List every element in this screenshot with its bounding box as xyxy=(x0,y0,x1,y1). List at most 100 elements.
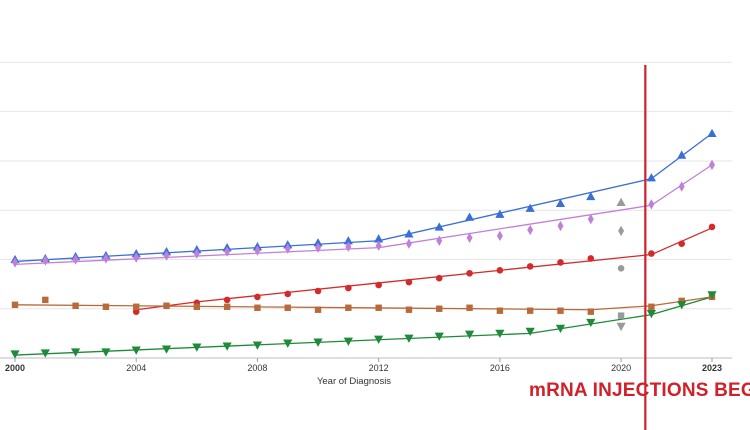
point-violet-diamond-2012 xyxy=(375,240,382,251)
fit-lines xyxy=(14,132,713,356)
outlier-orange-square-2020 xyxy=(617,312,625,319)
point-violet-diamond-2003 xyxy=(102,253,109,264)
outlier-violet-diamond-2020 xyxy=(618,225,625,237)
x-tick-label-2023: 2023 xyxy=(702,363,722,373)
point-violet-diamond-2015 xyxy=(466,232,473,243)
point-blue-triangle-2016 xyxy=(495,209,505,218)
point-orange-square-2004 xyxy=(133,303,140,310)
point-orange-square-2018 xyxy=(557,307,564,314)
point-violet-diamond-2009 xyxy=(284,243,291,254)
point-green-triangle-down-2021 xyxy=(646,309,656,319)
point-violet-diamond-2010 xyxy=(315,242,322,253)
point-violet-diamond-2008 xyxy=(254,245,261,256)
point-red-circle-2014 xyxy=(435,274,443,282)
point-orange-square-2005 xyxy=(163,302,170,309)
point-violet-diamond-2011 xyxy=(345,241,352,252)
point-green-triangle-down-2007 xyxy=(222,342,232,351)
point-violet-diamond-2004 xyxy=(133,252,140,263)
mrna-annotation: mRNA INJECTIONS BEGIN xyxy=(529,380,750,401)
point-green-triangle-down-2006 xyxy=(192,343,202,352)
point-orange-square-2001 xyxy=(42,296,49,304)
point-red-circle-2018 xyxy=(557,259,564,266)
point-violet-diamond-2001 xyxy=(42,255,49,266)
point-green-triangle-down-2008 xyxy=(252,341,263,350)
point-red-circle-2012 xyxy=(375,281,382,289)
point-green-triangle-down-2019 xyxy=(586,318,596,328)
point-red-circle-2004 xyxy=(132,308,140,315)
point-green-triangle-down-2022 xyxy=(677,301,687,310)
outlier-green-triangle-down-2020 xyxy=(616,322,626,332)
point-green-triangle-down-2014 xyxy=(434,332,444,341)
point-violet-diamond-2022 xyxy=(678,181,685,192)
point-violet-diamond-2007 xyxy=(224,246,231,257)
point-red-circle-2017 xyxy=(526,263,534,270)
x-axis-ticks: 2000 2004 2008 2012 2016 2020 2023 xyxy=(5,358,722,373)
point-green-triangle-down-2003 xyxy=(101,348,111,357)
point-violet-diamond-2006 xyxy=(193,248,200,259)
point-red-circle-2021 xyxy=(648,250,655,257)
point-violet-diamond-2016 xyxy=(496,230,503,242)
point-green-triangle-down-2001 xyxy=(40,349,50,358)
point-green-triangle-down-2004 xyxy=(131,346,141,355)
point-red-circle-2009 xyxy=(284,290,292,298)
x-tick-label-2004: 2004 xyxy=(126,363,146,373)
point-orange-square-2016 xyxy=(496,307,504,314)
point-orange-square-2009 xyxy=(284,304,291,311)
point-violet-diamond-2018 xyxy=(557,220,564,232)
point-blue-triangle-2022 xyxy=(677,150,687,159)
point-blue-triangle-2010 xyxy=(313,238,323,247)
point-orange-square-2008 xyxy=(254,304,261,311)
x-axis-title: Year of Diagnosis xyxy=(317,376,391,387)
point-blue-triangle-2012 xyxy=(374,234,384,243)
point-green-triangle-down-2012 xyxy=(374,335,384,344)
point-red-circle-2022 xyxy=(678,240,685,248)
point-orange-square-2015 xyxy=(466,304,473,311)
point-green-triangle-down-2023 xyxy=(707,291,717,300)
point-green-triangle-down-2009 xyxy=(283,339,293,348)
x-tick-label-2008: 2008 xyxy=(247,363,267,373)
point-orange-square-2021 xyxy=(648,303,655,310)
point-violet-diamond-2023 xyxy=(709,159,715,171)
point-red-circle-2007 xyxy=(223,296,231,304)
point-orange-square-2012 xyxy=(375,304,382,311)
fit-line-violet-diamond xyxy=(14,164,713,266)
point-green-triangle-down-2010 xyxy=(313,338,323,347)
outlier-red-circle-2020 xyxy=(617,265,625,272)
point-blue-triangle-2015 xyxy=(464,212,475,221)
point-red-circle-2016 xyxy=(496,267,504,274)
point-violet-diamond-2017 xyxy=(527,224,534,236)
point-red-circle-2013 xyxy=(405,278,413,286)
point-green-triangle-down-2011 xyxy=(343,337,353,346)
point-orange-square-2017 xyxy=(526,307,534,314)
point-blue-triangle-2013 xyxy=(404,229,414,238)
point-green-triangle-down-2015 xyxy=(464,330,475,339)
data-markers xyxy=(10,128,717,359)
point-green-triangle-down-2000 xyxy=(10,350,20,359)
point-blue-triangle-2021 xyxy=(646,173,656,182)
x-tick-label-2020: 2020 xyxy=(611,363,631,373)
point-red-circle-2010 xyxy=(314,287,322,295)
point-blue-triangle-2014 xyxy=(434,222,444,231)
point-orange-square-2019 xyxy=(587,308,594,315)
point-orange-square-2003 xyxy=(102,303,110,310)
point-green-triangle-down-2005 xyxy=(161,345,172,354)
point-violet-diamond-2019 xyxy=(587,213,594,225)
outlier-markers-2020 xyxy=(616,197,626,332)
point-violet-diamond-2014 xyxy=(436,235,443,246)
point-blue-triangle-2011 xyxy=(343,236,353,245)
point-orange-square-2010 xyxy=(314,306,322,313)
point-violet-diamond-2000 xyxy=(12,257,18,268)
point-green-triangle-down-2002 xyxy=(71,348,81,357)
point-orange-square-2011 xyxy=(345,304,352,311)
point-blue-triangle-2017 xyxy=(525,203,535,212)
point-orange-square-2014 xyxy=(436,305,443,312)
point-violet-diamond-2021 xyxy=(648,199,655,210)
point-red-circle-2019 xyxy=(587,255,595,262)
point-red-circle-2011 xyxy=(345,284,352,292)
x-tick-label-2012: 2012 xyxy=(369,363,389,373)
point-orange-square-2022 xyxy=(678,297,685,305)
point-orange-square-2000 xyxy=(11,301,19,308)
point-green-triangle-down-2016 xyxy=(495,329,505,338)
x-tick-label-2016: 2016 xyxy=(490,363,510,373)
